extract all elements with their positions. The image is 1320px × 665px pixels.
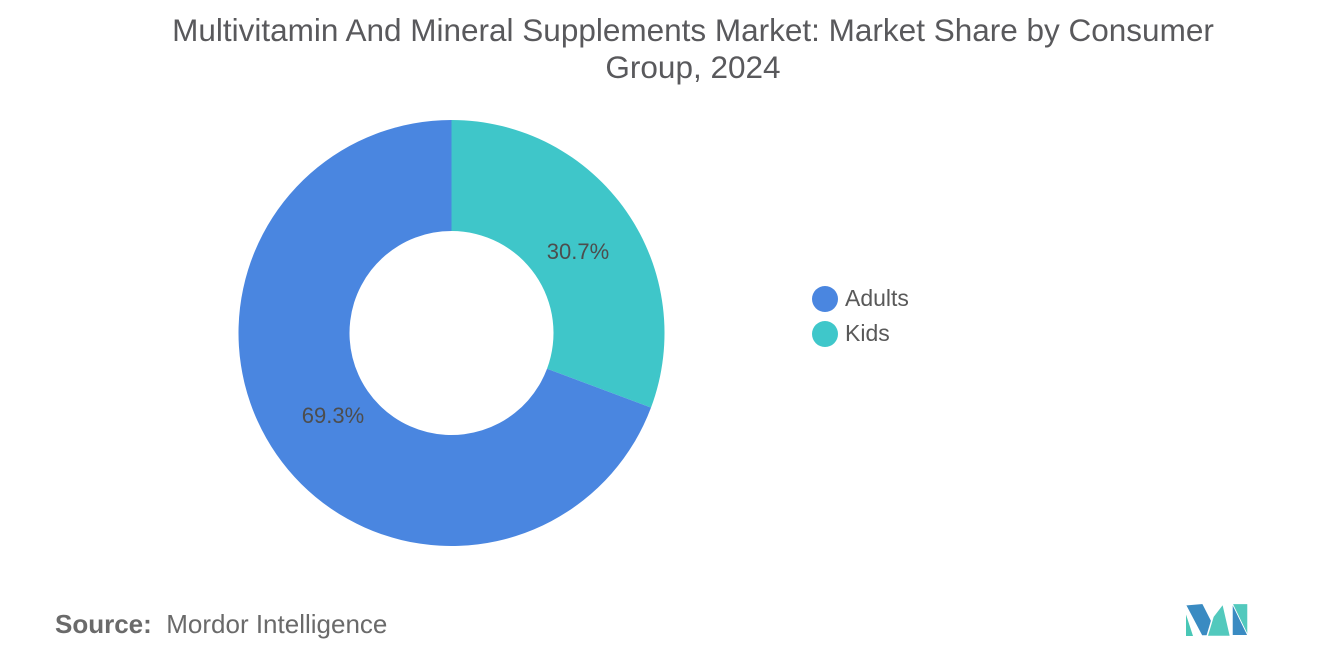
svg-text:30.7%: 30.7% [547,239,609,264]
svg-text:69.3%: 69.3% [302,403,364,428]
